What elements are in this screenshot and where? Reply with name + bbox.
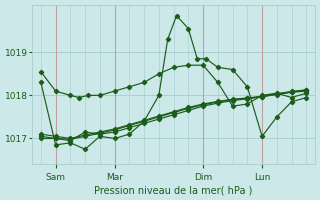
X-axis label: Pression niveau de la mer( hPa ): Pression niveau de la mer( hPa ) [94,185,253,195]
